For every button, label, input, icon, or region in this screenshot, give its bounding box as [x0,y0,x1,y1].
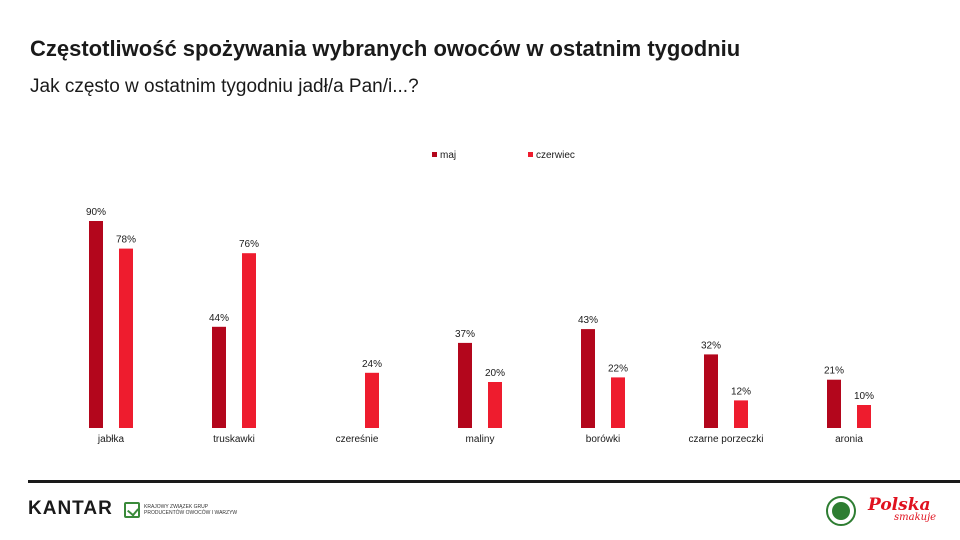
emblem-icon [826,496,856,526]
data-label: 37% [455,329,475,340]
partner-logo: Krajowy Związek Grup Producentów Owoców … [124,502,240,518]
legend-swatch-czerwiec [528,152,533,157]
data-label: 20% [485,368,505,379]
legend-swatch-maj [432,152,437,157]
data-label: 78% [116,235,136,246]
category-label: czarne porzeczki [688,434,763,445]
kantar-logo: KANTAR [28,498,113,519]
legend-label-maj: maj [440,150,456,161]
page-subtitle: Jak często w ostatnim tygodniu jadł/a Pa… [30,76,419,97]
category-label: czereśnie [336,434,379,445]
partner-check-icon [124,502,140,518]
bar-maj [458,342,472,428]
category-label: borówki [586,434,620,445]
bar-czerwiec [365,372,379,428]
polska-logo-sub: smakuje [894,512,937,523]
data-label: 21% [824,366,844,377]
category-label: truskawki [213,434,255,445]
bar-maj [89,221,103,428]
data-label: 43% [578,315,598,326]
bar-czerwiec [611,377,625,428]
bar-czerwiec [242,253,256,428]
footer-divider [28,480,960,483]
bar-czerwiec [734,400,748,428]
bar-czerwiec [857,405,871,428]
bar-chart: maj czerwiec 90% 78% 44% 76% 24% 37% 20% 43% 22% 3… [86,150,874,445]
bar-maj [827,379,841,428]
chart-legend: maj czerwiec [432,150,575,161]
polska-logo-main: Polska [868,495,931,515]
bar-maj [581,329,595,428]
data-label: 76% [239,239,259,250]
partner-logo-text: Krajowy Związek Grup Producentów Owoców … [144,504,238,516]
data-label: 24% [362,359,382,370]
page-title: Częstotliwość spożywania wybranych owocó… [30,36,741,61]
bar-maj [704,354,718,428]
data-label: 22% [608,363,628,374]
data-label: 10% [854,391,874,402]
data-label: 32% [701,340,721,351]
category-label: jabłka [97,434,125,445]
data-label: 90% [86,207,106,218]
data-label: 44% [209,313,229,324]
chart-category-labels: jabłka truskawki czereśnie maliny borówki cza… [97,434,863,445]
bar-czerwiec [488,382,502,428]
bar-maj [212,326,226,428]
category-label: aronia [835,434,863,445]
legend-label-czerwiec: czerwiec [536,150,575,161]
emblem-inner-icon [832,502,850,520]
polska-smakuje-logo: Polska smakuje [868,495,938,527]
category-label: maliny [466,434,495,445]
data-label: 12% [731,386,751,397]
chart-bars: 90% 78% 44% 76% 24% 37% 20% 43% 22% 32% 12% 21% 10% [86,207,874,428]
bar-czerwiec [119,248,133,428]
